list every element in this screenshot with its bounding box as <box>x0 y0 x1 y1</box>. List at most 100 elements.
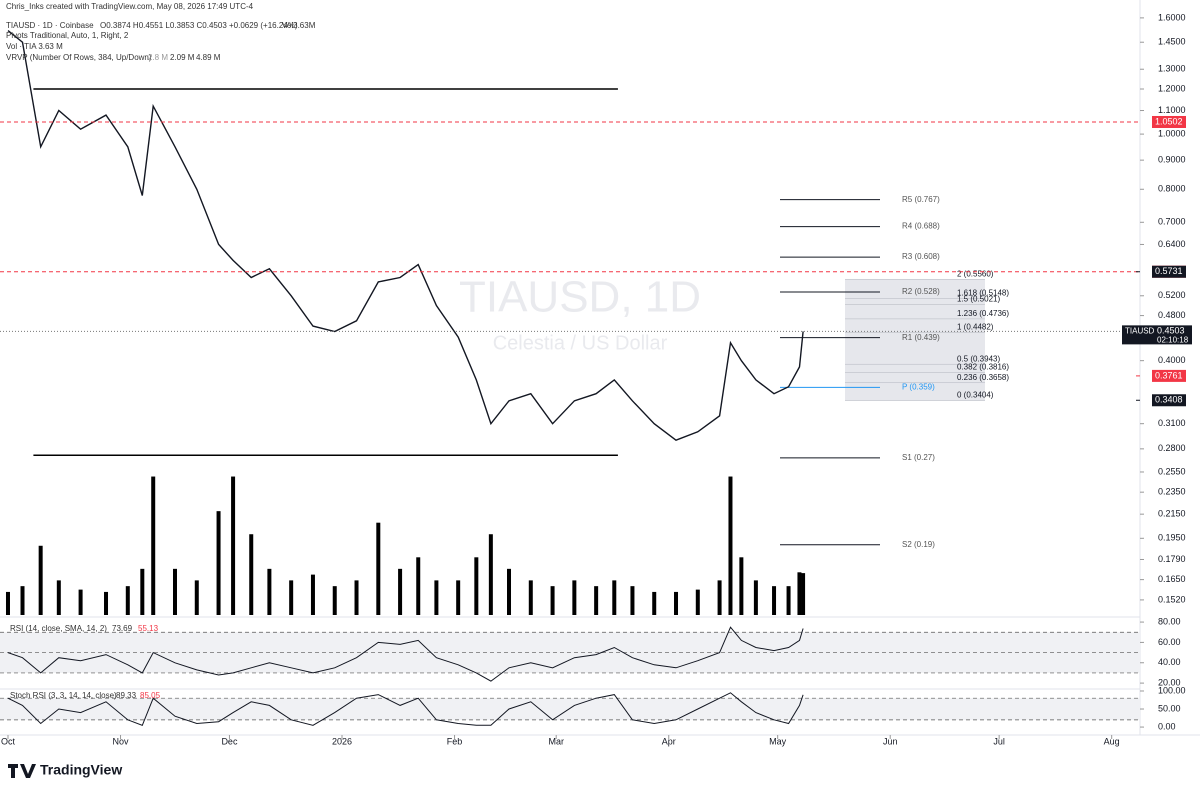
volume-bar <box>267 568 272 615</box>
y-tick-label: 0.4000 <box>1158 355 1186 365</box>
rsi-y-tick-label: 60.00 <box>1158 637 1181 647</box>
volume-bar <box>434 580 439 615</box>
y-tick-label: 1.4500 <box>1158 37 1186 47</box>
price-tag-value: 0.5731 <box>1155 266 1183 276</box>
x-tick-label: 2026 <box>332 736 352 746</box>
volume-bar <box>5 591 10 615</box>
fib-label: 0.382 (0.3816) <box>957 362 1009 371</box>
vrvp-legend: VRVP (Number Of Rows, 384, Up/Down) <box>6 53 152 62</box>
volume-bar <box>786 586 791 615</box>
price-tag <box>1152 115 1186 128</box>
rsi-y-tick-label: 20.00 <box>1158 677 1181 687</box>
pivot-label: S2 (0.19) <box>902 540 935 549</box>
fib-label: 2 (0.5560) <box>957 269 994 278</box>
watermark-name: Celestia / US Dollar <box>493 332 668 354</box>
volume-bar <box>739 557 744 615</box>
stoch-y-tick-label: 0.00 <box>1158 721 1176 731</box>
volume-bar <box>231 476 236 615</box>
volume-bar <box>728 476 733 615</box>
volume-bar <box>398 568 403 615</box>
volume-bar <box>38 545 43 615</box>
x-tick-label: Jul <box>993 736 1005 746</box>
volume-bar <box>151 476 156 615</box>
rsi-y-tick-label: 40.00 <box>1158 657 1181 667</box>
stoch-y-tick-label: 50.00 <box>1158 703 1181 713</box>
stoch-value: 89.33 <box>116 691 137 700</box>
price-tag-value: 0.3761 <box>1155 370 1183 380</box>
volume-bar <box>630 586 635 615</box>
y-tick-label: 0.3100 <box>1158 418 1186 428</box>
credit: Chris_Inks created with TradingView.com,… <box>6 2 254 11</box>
y-tick-label: 1.3000 <box>1158 64 1186 74</box>
stoch-y-tick-label: 100.00 <box>1158 685 1186 695</box>
volume-bar <box>797 572 802 615</box>
fib-label: 0.236 (0.3658) <box>957 373 1009 382</box>
y-tick-label: 0.2800 <box>1158 443 1186 453</box>
x-tick-label: Feb <box>447 736 463 746</box>
y-tick-label: 0.8000 <box>1158 184 1186 194</box>
stoch-signal-value: 85.05 <box>140 691 161 700</box>
price-tag-value: 0.3408 <box>1155 395 1183 405</box>
fib-label: 1.5 (0.5021) <box>957 295 1000 304</box>
y-tick-label: 0.2350 <box>1158 487 1186 497</box>
rsi-legend: RSI (14, close, SMA, 14, 2) <box>10 624 107 633</box>
x-tick-label: May <box>769 736 787 746</box>
volume-bar <box>140 568 145 615</box>
volume-bar <box>249 534 254 615</box>
volume-bar <box>801 573 806 615</box>
price-tag-symbol: TIAUSD <box>1125 326 1155 335</box>
y-tick-label: 0.1520 <box>1158 594 1186 604</box>
fib-zone <box>845 279 985 401</box>
x-tick-label: Apr <box>662 736 676 746</box>
volume-bar <box>772 586 777 615</box>
rsi-value: 73.69 <box>112 624 133 633</box>
rsi-y-tick-label: 80.00 <box>1158 616 1181 626</box>
volume-bar <box>20 586 25 615</box>
volume-bar <box>488 534 493 615</box>
y-tick-label: 1.2000 <box>1158 83 1186 93</box>
volume-bar <box>216 511 221 615</box>
price-tag <box>1122 325 1192 345</box>
volume-bar <box>753 580 758 615</box>
logo-icon <box>8 764 36 778</box>
volume-bar <box>572 580 577 615</box>
volume-bar <box>332 586 337 615</box>
rsi-line <box>7 626 804 682</box>
price-tag <box>1152 369 1186 382</box>
pivot-label: R4 (0.688) <box>902 222 940 231</box>
volume-bar <box>456 580 461 615</box>
fib-label: 1.618 (0.5148) <box>957 288 1009 297</box>
volume-bar <box>416 557 421 615</box>
volume-bar <box>289 580 294 615</box>
price-tag-value: 1.0502 <box>1155 116 1183 126</box>
x-tick-label: Aug <box>1104 736 1120 746</box>
stoch-band <box>0 698 1140 720</box>
y-tick-label: 1.6000 <box>1158 12 1186 22</box>
y-tick-label: 0.2150 <box>1158 509 1186 519</box>
watermark-symbol: TIAUSD, 1D <box>459 273 701 322</box>
volume-bar <box>652 591 657 615</box>
price-tag-value: 0.4503 <box>1157 326 1185 336</box>
pivots-legend: Pivots Traditional, Auto, 1, Right, 2 <box>6 31 129 40</box>
y-tick-label: 0.7000 <box>1158 217 1186 227</box>
volume-bar <box>104 591 109 615</box>
y-tick-label: 0.1790 <box>1158 554 1186 564</box>
price-line <box>7 30 804 441</box>
fib-label: 0 (0.3404) <box>957 391 994 400</box>
vrvp-value: 2.8 M <box>148 53 168 62</box>
pivot-label: R3 (0.608) <box>902 252 940 261</box>
y-tick-label: 0.2550 <box>1158 466 1186 476</box>
x-tick-label: Oct <box>1 736 16 746</box>
x-tick-label: Nov <box>113 736 130 746</box>
y-tick-label: 0.1950 <box>1158 533 1186 543</box>
volume-bar <box>507 568 512 615</box>
fib-label: 1 (0.4482) <box>957 323 994 332</box>
stoch-line <box>7 692 804 726</box>
y-tick-label: 0.6400 <box>1158 239 1186 249</box>
volume-bar <box>528 580 533 615</box>
volume-bar <box>695 589 700 615</box>
volume-bar <box>594 586 599 615</box>
volume-bar <box>674 591 679 615</box>
y-tick-label: 0.4800 <box>1158 310 1186 320</box>
